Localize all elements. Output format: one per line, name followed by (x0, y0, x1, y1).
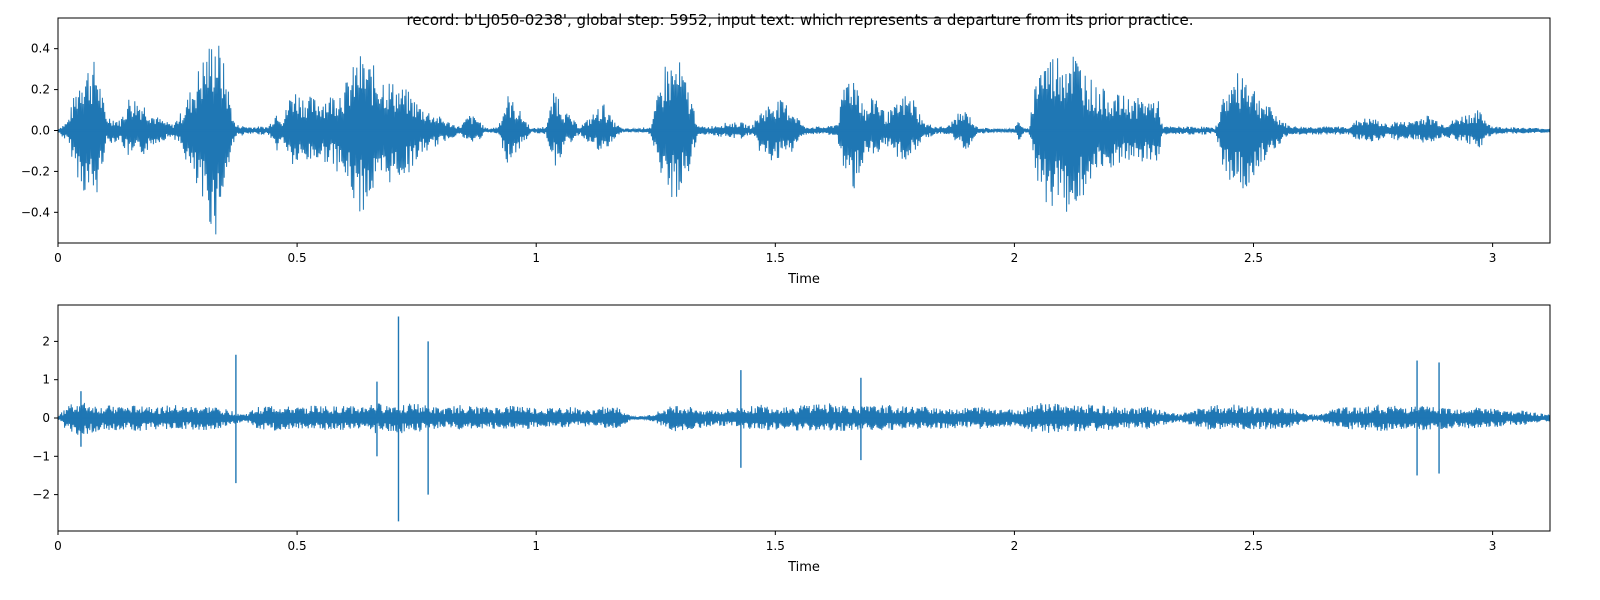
waveform-bottom-trace (58, 402, 1550, 435)
x-tick-label: 3 (1489, 539, 1497, 553)
waveform-bottom-axes: 0 0.5 1 1.5 2 2.5 3 −2 −1 0 1 2 Time (32, 304, 1551, 575)
x-tick-label: 0.5 (288, 251, 307, 265)
waveform-line (58, 402, 1550, 435)
waveform-top-axes: 0 0.5 1 1.5 2 2.5 3 −0.4 −0.2 0.0 0.2 0.4 Time (21, 17, 1551, 287)
x-tick-label: 0.5 (288, 539, 307, 553)
y-tick-label: −2 (32, 488, 50, 502)
x-tick-label: 1 (532, 539, 540, 553)
waveform-top-x-label: Time (787, 272, 820, 287)
y-tick-label: 0.2 (31, 83, 50, 97)
waveform-top-y-ticks: −0.4 −0.2 0.0 0.2 0.4 (21, 42, 58, 219)
x-tick-label: 2.5 (1244, 539, 1263, 553)
y-tick-label: 0.4 (31, 42, 50, 56)
y-tick-label: −0.4 (21, 205, 50, 219)
y-tick-label: −1 (32, 449, 50, 463)
waveform-bottom-spikes (80, 316, 1440, 522)
x-tick-label: 3 (1489, 251, 1497, 265)
waveform-top-x-ticks: 0 0.5 1 1.5 2 2.5 3 (54, 243, 1496, 265)
waveform-bottom-x-label: Time (787, 560, 820, 575)
waveform-top-trace (58, 45, 1550, 235)
x-tick-label: 1.5 (766, 539, 785, 553)
x-tick-label: 0 (54, 251, 62, 265)
y-tick-label: −0.2 (21, 164, 50, 178)
y-tick-label: 2 (42, 334, 50, 348)
y-tick-label: 1 (42, 373, 50, 387)
y-tick-label: 0.0 (31, 124, 50, 138)
y-tick-label: 0 (42, 411, 50, 425)
x-tick-label: 1 (532, 251, 540, 265)
waveform-bottom-y-ticks: −2 −1 0 1 2 (32, 334, 58, 502)
figure-title: record: b'LJ050-0238', global step: 5952… (407, 11, 1194, 29)
x-tick-label: 2.5 (1244, 251, 1263, 265)
x-tick-label: 1.5 (766, 251, 785, 265)
waveform-line (58, 45, 1550, 235)
waveform-bottom-x-ticks: 0 0.5 1 1.5 2 2.5 3 (54, 531, 1496, 553)
x-tick-label: 0 (54, 539, 62, 553)
x-tick-label: 2 (1011, 539, 1019, 553)
x-tick-label: 2 (1011, 251, 1019, 265)
